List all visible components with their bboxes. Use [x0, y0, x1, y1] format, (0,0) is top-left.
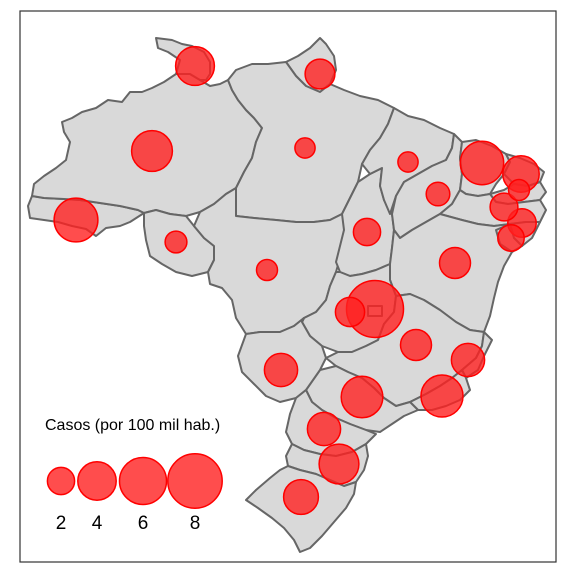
bubble-BA	[438, 246, 472, 280]
bubble-MG	[399, 328, 433, 362]
bubble-TO	[352, 217, 382, 247]
bubble-MS	[263, 352, 299, 388]
legend-label-8: 8	[190, 513, 201, 534]
legend-bubble-6	[118, 456, 168, 506]
legend-bubble-2	[46, 466, 76, 496]
bubble-RJ	[420, 374, 464, 418]
bubble-PB	[507, 178, 531, 202]
bubble-ES	[450, 342, 486, 378]
bubble-CE	[459, 140, 505, 186]
bubble-RO	[164, 230, 188, 254]
bubble-PR	[306, 411, 342, 447]
bubble-AL	[497, 224, 525, 252]
bubble-SE	[489, 192, 519, 222]
legend-bubble-4	[77, 461, 117, 501]
legend-items: 2 4 6 8	[46, 453, 223, 534]
bubble-PA	[294, 137, 316, 159]
legend-label-6: 6	[138, 513, 149, 534]
bubble-PI	[425, 181, 451, 207]
state-bubbles	[53, 45, 540, 516]
bubble-AP	[304, 58, 336, 90]
legend-title: Casos (por 100 mil hab.)	[45, 417, 220, 434]
bubble-AM	[130, 129, 174, 173]
bubble-MA	[397, 151, 419, 173]
legend-label-4: 4	[92, 513, 103, 534]
bubble-RR	[174, 45, 216, 87]
bubble-MT	[255, 258, 279, 282]
legend: Casos (por 100 mil hab.) 2 4 6 8	[45, 417, 223, 534]
bubble-DF	[334, 296, 366, 328]
legend-label-2: 2	[56, 513, 67, 534]
bubble-RS	[282, 478, 320, 516]
bubble-SP	[340, 375, 384, 419]
legend-bubble-8	[167, 453, 223, 509]
bubble-AC	[53, 197, 99, 243]
bubble-SC	[318, 443, 360, 485]
